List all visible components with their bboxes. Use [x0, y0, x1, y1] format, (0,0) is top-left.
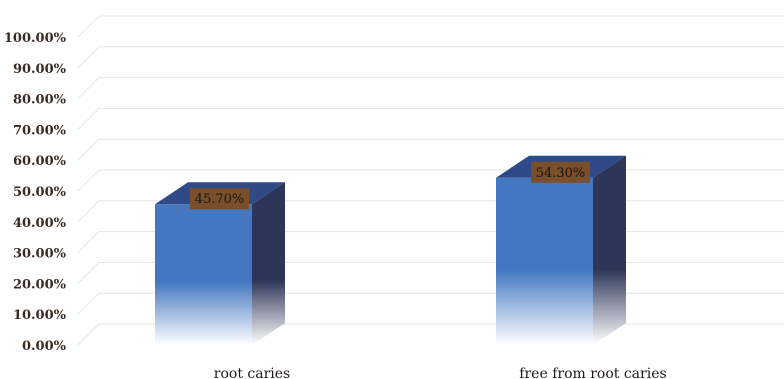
x-category-label: free from root caries	[519, 366, 666, 379]
y-tick-label: 100.00%	[4, 31, 67, 46]
y-tick-label: 60.00%	[13, 154, 67, 169]
gridline	[77, 107, 784, 130]
data-label-box	[531, 161, 590, 183]
y-tick-label: 50.00%	[13, 185, 67, 200]
y-tick-label: 10.00%	[13, 308, 67, 323]
bar-front-face	[155, 204, 252, 345]
y-tick-label: 0.00%	[22, 339, 67, 354]
y-tick-label: 70.00%	[13, 123, 67, 138]
bars	[155, 155, 626, 345]
x-axis-category-labels: root caries free from root caries	[214, 366, 667, 379]
bar-front-face	[496, 177, 593, 345]
bar	[155, 182, 285, 345]
bar-side-face	[252, 182, 285, 345]
y-tick-label: 80.00%	[13, 93, 67, 108]
gridlines	[77, 15, 784, 346]
gridline	[77, 77, 784, 99]
gridline	[77, 138, 784, 161]
x-category-label: root caries	[214, 366, 290, 379]
data-label-box	[190, 188, 249, 210]
y-tick-label: 90.00%	[13, 62, 67, 77]
gridline	[77, 46, 784, 69]
data-label-text: 45.70%	[195, 192, 245, 207]
bar-side-face	[593, 155, 626, 345]
bar	[496, 155, 626, 345]
gridline	[77, 15, 784, 38]
y-tick-label: 40.00%	[13, 216, 67, 231]
data-labels: 45.70% 54.30%	[190, 161, 590, 210]
y-tick-label: 30.00%	[13, 247, 67, 262]
y-axis-tick-labels: 0.00% 10.00% 20.00% 30.00% 40.00% 50.00% 60.00…	[4, 31, 67, 354]
data-label: 45.70%	[190, 188, 249, 210]
data-label: 54.30%	[531, 161, 590, 183]
y-tick-label: 20.00%	[13, 277, 67, 292]
data-label-text: 54.30%	[536, 166, 586, 181]
